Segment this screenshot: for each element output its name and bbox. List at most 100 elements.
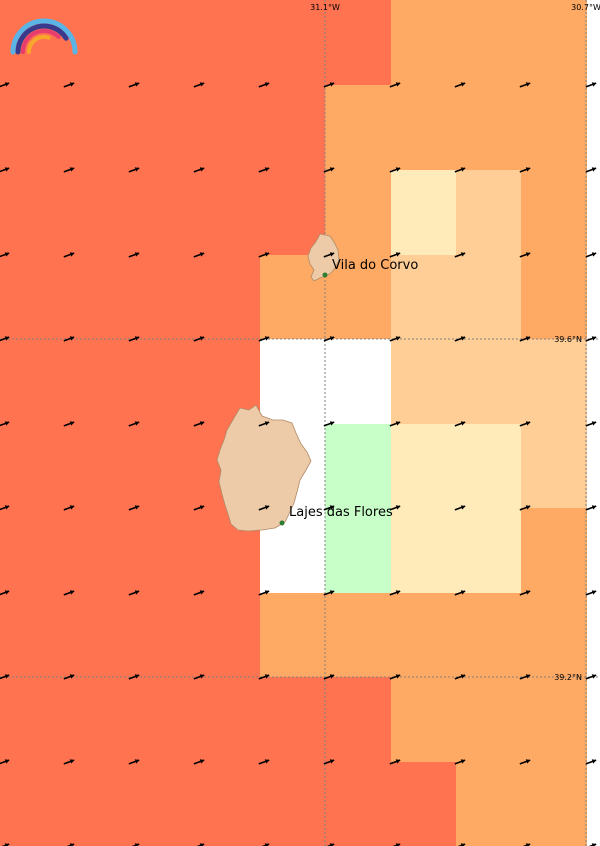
grid-cell: [0, 593, 196, 678]
wind-arrow: [0, 252, 10, 258]
grid-cell: [0, 255, 196, 340]
vila-do-corvo-marker: [322, 272, 328, 278]
wind-arrow: [323, 674, 335, 680]
grid-cell: [391, 339, 457, 425]
grid-cell: [260, 677, 326, 763]
grid-cell: [521, 508, 588, 594]
grid-cell: [0, 677, 196, 763]
wind-arrow: [323, 167, 335, 173]
wind-arrow: [323, 421, 335, 427]
grid-cell: [0, 508, 196, 594]
grid-cell: [521, 677, 588, 763]
logo-arc: [15, 23, 69, 55]
grid-cell: [456, 593, 522, 678]
wind-arrow: [389, 336, 401, 342]
wind-arrow: [258, 590, 270, 596]
wind-arrow: [519, 336, 531, 342]
grid-cell: [456, 255, 522, 340]
grid-cell: [195, 255, 261, 340]
grid-cell: [456, 677, 522, 763]
grid-cell: [391, 677, 457, 763]
wind-arrow: [585, 674, 597, 680]
wind-arrow: [193, 759, 205, 765]
wind-arrow: [258, 82, 270, 88]
wind-arrow: [193, 674, 205, 680]
grid-cell: [325, 593, 392, 678]
wind-arrow: [63, 590, 75, 596]
grid-cell: [456, 170, 522, 256]
wind-arrow: [193, 336, 205, 342]
grid-cell: [260, 170, 326, 256]
wind-arrow: [585, 505, 597, 511]
wind-arrow: [63, 252, 75, 258]
wind-arrow: [128, 421, 140, 427]
wind-arrow: [1, 843, 10, 846]
wind-arrow: [389, 590, 401, 596]
grid-cell: [325, 424, 392, 509]
grid-cell: [195, 677, 261, 763]
grid-cell: [456, 0, 522, 86]
wind-arrow: [454, 590, 466, 596]
grid-cell: [521, 762, 588, 846]
wind-arrow: [519, 421, 531, 427]
wind-arrow: [522, 843, 531, 846]
wind-arrow: [389, 82, 401, 88]
lat-label-39.2n: 39.2°N: [554, 673, 582, 682]
wind-arrow: [454, 674, 466, 680]
vila-do-corvo-label: Vila do Corvo: [332, 258, 418, 273]
wind-arrow: [454, 252, 466, 258]
wind-arrow: [258, 505, 270, 511]
grid-cell: [391, 85, 457, 171]
wind-arrow: [323, 336, 335, 342]
towns: Vila do Corvo Lajes das Flores: [279, 258, 418, 526]
wind-arrow: [193, 82, 205, 88]
grid-cell: [521, 339, 588, 425]
wind-arrow: [128, 674, 140, 680]
grid-cell: [521, 255, 588, 340]
wind-arrow: [389, 674, 401, 680]
grid-cell: [391, 424, 457, 509]
grid-cell: [391, 255, 457, 340]
wind-arrow: [0, 759, 10, 765]
grid-cell: [325, 677, 392, 763]
wind-arrow: [258, 167, 270, 173]
wind-arrow: [0, 167, 10, 173]
grid-cell: [391, 0, 457, 86]
wind-arrow: [323, 759, 335, 765]
grid-cell: [195, 170, 261, 256]
grid-cell: [521, 424, 588, 509]
grid-cell: [521, 593, 588, 678]
wind-arrow: [389, 759, 401, 765]
logo-rainbow-icon: [10, 18, 78, 55]
wind-arrow: [63, 82, 75, 88]
grid-cell: [391, 170, 457, 256]
wind-arrow: [193, 590, 205, 596]
grid-cell: [0, 424, 196, 509]
grid-cell: [0, 339, 196, 425]
wind-arrow: [128, 590, 140, 596]
wind-arrow: [0, 336, 10, 342]
grid-cell: [325, 85, 392, 171]
grid-cell: [325, 0, 392, 86]
lat-label-39.6n: 39.6°N: [554, 335, 582, 344]
grid-cell: [195, 0, 261, 86]
grid-cell: [195, 762, 261, 846]
wind-arrow: [128, 759, 140, 765]
grid-cell: [195, 85, 261, 171]
wind-arrow: [585, 167, 597, 173]
wind-arrow: [519, 167, 531, 173]
grid-cell: [456, 762, 522, 846]
wind-arrow: [193, 252, 205, 258]
wind-arrow: [193, 421, 205, 427]
wind-arrow: [519, 590, 531, 596]
grid-cell: [325, 255, 392, 340]
lajes-das-flores-label: Lajes das Flores: [289, 505, 393, 520]
wind-arrow: [389, 421, 401, 427]
wind-arrow: [585, 82, 597, 88]
grid-cell: [391, 508, 457, 594]
wind-arrow: [258, 759, 270, 765]
wind-arrow: [585, 252, 597, 258]
wind-arrow: [389, 167, 401, 173]
wind-arrow: [454, 82, 466, 88]
